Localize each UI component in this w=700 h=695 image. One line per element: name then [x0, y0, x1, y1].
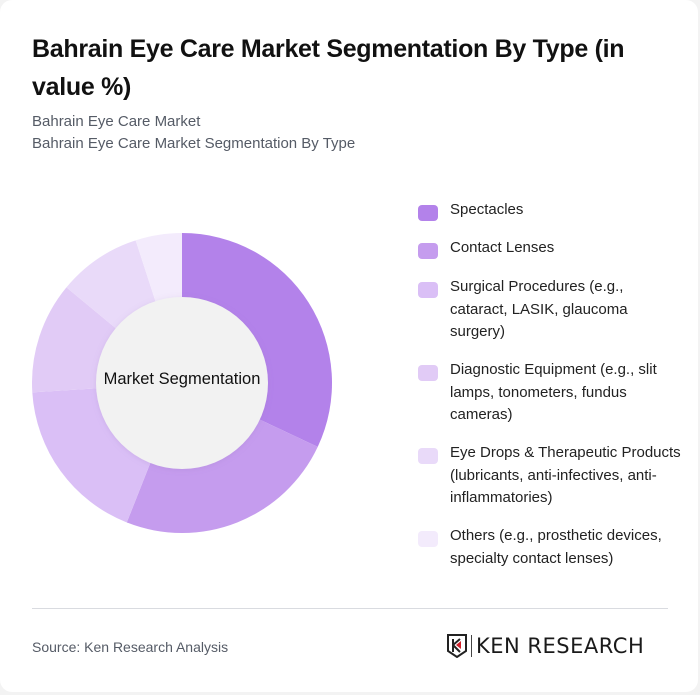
- legend-label: Contact Lenses: [450, 239, 555, 256]
- legend-swatch: [418, 282, 438, 298]
- legend-swatch: [418, 205, 438, 221]
- logo-text: KEN RESEARCH: [476, 634, 645, 658]
- page-title: Bahrain Eye Care Market Segmentation By …: [32, 35, 625, 101]
- center-label: Market Segmentation: [103, 370, 261, 388]
- legend-label: Surgical Procedures (e.g., cataract, LAS…: [450, 278, 628, 340]
- subtitle-market: Bahrain Eye Care Market: [32, 113, 201, 130]
- legend-label: Spectacles: [450, 201, 524, 218]
- source-note: Source: Ken Research Analysis: [32, 639, 229, 655]
- legend-label: Others (e.g., prosthetic devices, specia…: [450, 527, 662, 567]
- subtitle-segmentation: Bahrain Eye Care Market Segmentation By …: [32, 135, 356, 152]
- legend-label: Diagnostic Equipment (e.g., slit lamps, …: [450, 361, 657, 423]
- ken-research-shield-icon: [447, 634, 467, 658]
- ken-research-logo: KEN RESEARCH: [447, 633, 644, 659]
- logo-separator: [471, 635, 472, 657]
- legend-label: Eye Drops & Therapeutic Products (lubric…: [450, 444, 681, 506]
- legend-swatch: [418, 365, 438, 381]
- donut-chart: [32, 233, 332, 533]
- footer-divider: [32, 608, 668, 609]
- donut-hole: [96, 297, 268, 469]
- legend-swatch: [418, 448, 438, 464]
- legend-swatch: [418, 243, 438, 259]
- legend-swatch: [418, 531, 438, 547]
